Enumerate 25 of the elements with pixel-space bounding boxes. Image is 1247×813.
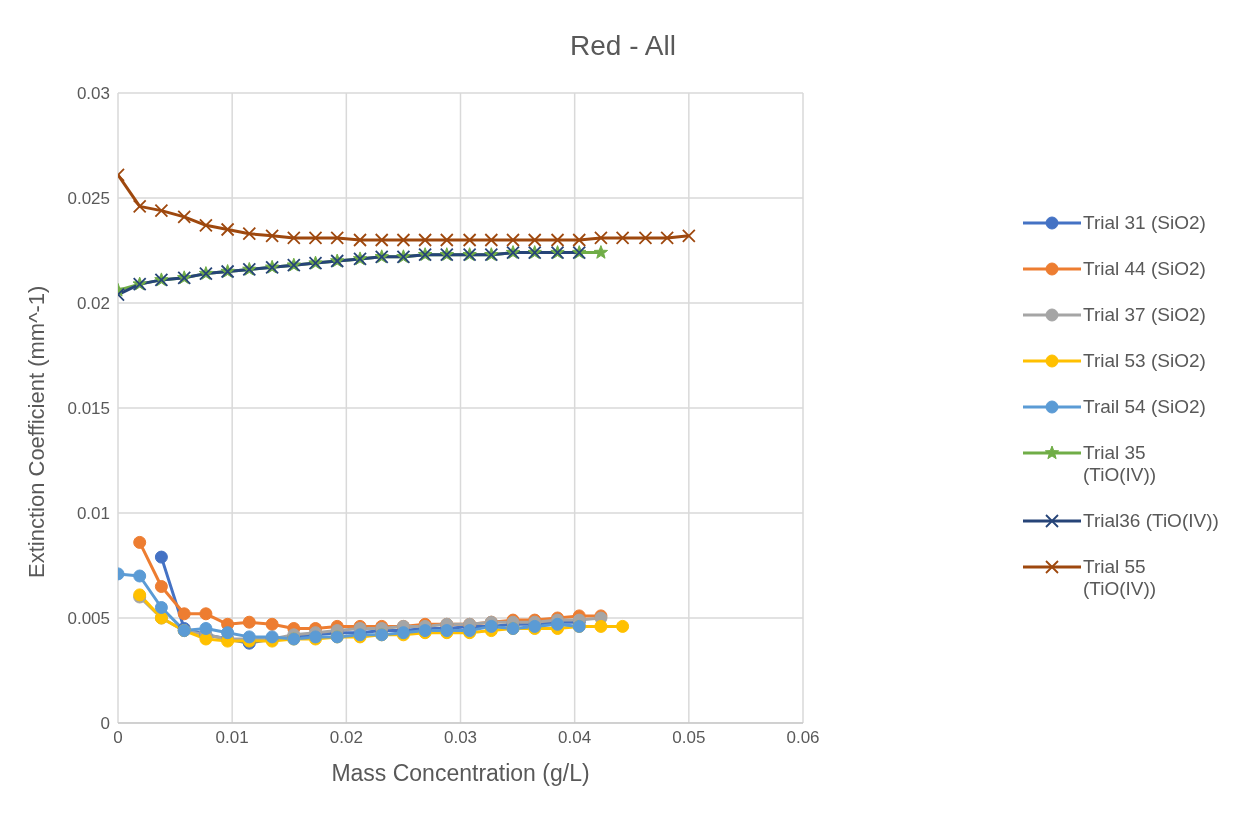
legend-label: Trail 54 (SiO2) <box>1083 395 1207 418</box>
y-tick-label: 0.02 <box>76 294 110 314</box>
y-tick-label: 0.005 <box>67 609 110 629</box>
y-tick-label: 0.03 <box>76 84 110 104</box>
y-tick-label: 0.015 <box>67 399 110 419</box>
legend-label: Trial 55 (TiO(IV)) <box>1083 555 1158 600</box>
legend-label: Trial 44 (SiO2) <box>1083 257 1207 280</box>
legend-label: Trial 31 (SiO2) <box>1083 211 1207 234</box>
x-tick-label: 0.05 <box>672 728 706 748</box>
x-tick-label: 0.06 <box>786 728 820 748</box>
chart-title: Red - All <box>569 30 677 62</box>
x-tick-label: 0.01 <box>215 728 249 748</box>
x-tick-label: 0.02 <box>329 728 363 748</box>
y-tick-label: 0 <box>100 714 110 734</box>
y-tick-label: 0.025 <box>67 189 110 209</box>
y-tick-label: 0.01 <box>76 504 110 524</box>
legend-label: Trial 53 (SiO2) <box>1083 349 1207 372</box>
x-axis-title: Mass Concentration (g/L) <box>331 760 590 786</box>
x-tick-label: 0.04 <box>558 728 592 748</box>
x-tick-label: 0.03 <box>443 728 478 748</box>
legend-label: Trial36 (TiO(IV)) <box>1083 509 1220 532</box>
legend-label: Trial 35 (TiO(IV)) <box>1083 441 1158 486</box>
y-axis-title: Extinction Coefficient (mm^-1) <box>23 285 49 578</box>
x-tick-label: 0 <box>113 728 123 748</box>
legend-label: Trial 37 (SiO2) <box>1083 303 1207 326</box>
